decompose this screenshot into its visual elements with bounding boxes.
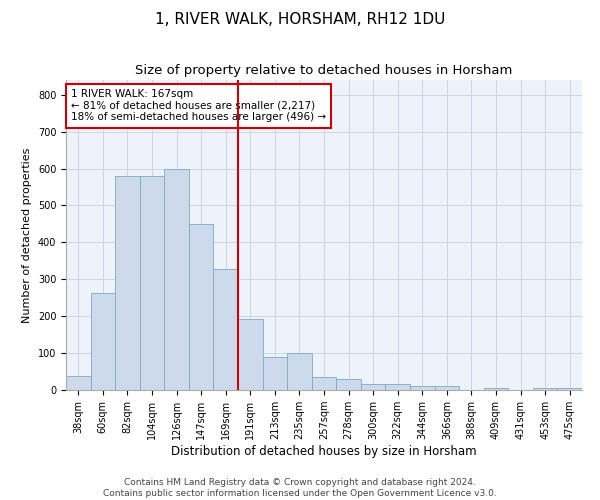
- Text: 1 RIVER WALK: 167sqm
← 81% of detached houses are smaller (2,217)
18% of semi-de: 1 RIVER WALK: 167sqm ← 81% of detached h…: [71, 90, 326, 122]
- Text: Contains HM Land Registry data © Crown copyright and database right 2024.
Contai: Contains HM Land Registry data © Crown c…: [103, 478, 497, 498]
- Bar: [91, 293, 115, 390]
- Bar: [385, 384, 410, 390]
- Bar: [263, 357, 287, 390]
- Bar: [557, 388, 582, 390]
- Bar: [434, 386, 459, 390]
- Bar: [66, 376, 91, 390]
- Bar: [361, 384, 385, 390]
- Bar: [214, 269, 238, 390]
- Bar: [115, 176, 140, 390]
- Bar: [140, 176, 164, 390]
- Bar: [238, 319, 263, 390]
- Bar: [533, 388, 557, 390]
- Bar: [189, 224, 214, 390]
- Text: 1, RIVER WALK, HORSHAM, RH12 1DU: 1, RIVER WALK, HORSHAM, RH12 1DU: [155, 12, 445, 28]
- Bar: [287, 353, 312, 390]
- Bar: [164, 168, 189, 390]
- Bar: [312, 377, 336, 390]
- Bar: [336, 379, 361, 390]
- Title: Size of property relative to detached houses in Horsham: Size of property relative to detached ho…: [136, 64, 512, 78]
- X-axis label: Distribution of detached houses by size in Horsham: Distribution of detached houses by size …: [171, 445, 477, 458]
- Bar: [484, 388, 508, 390]
- Bar: [410, 386, 434, 390]
- Y-axis label: Number of detached properties: Number of detached properties: [22, 148, 32, 322]
